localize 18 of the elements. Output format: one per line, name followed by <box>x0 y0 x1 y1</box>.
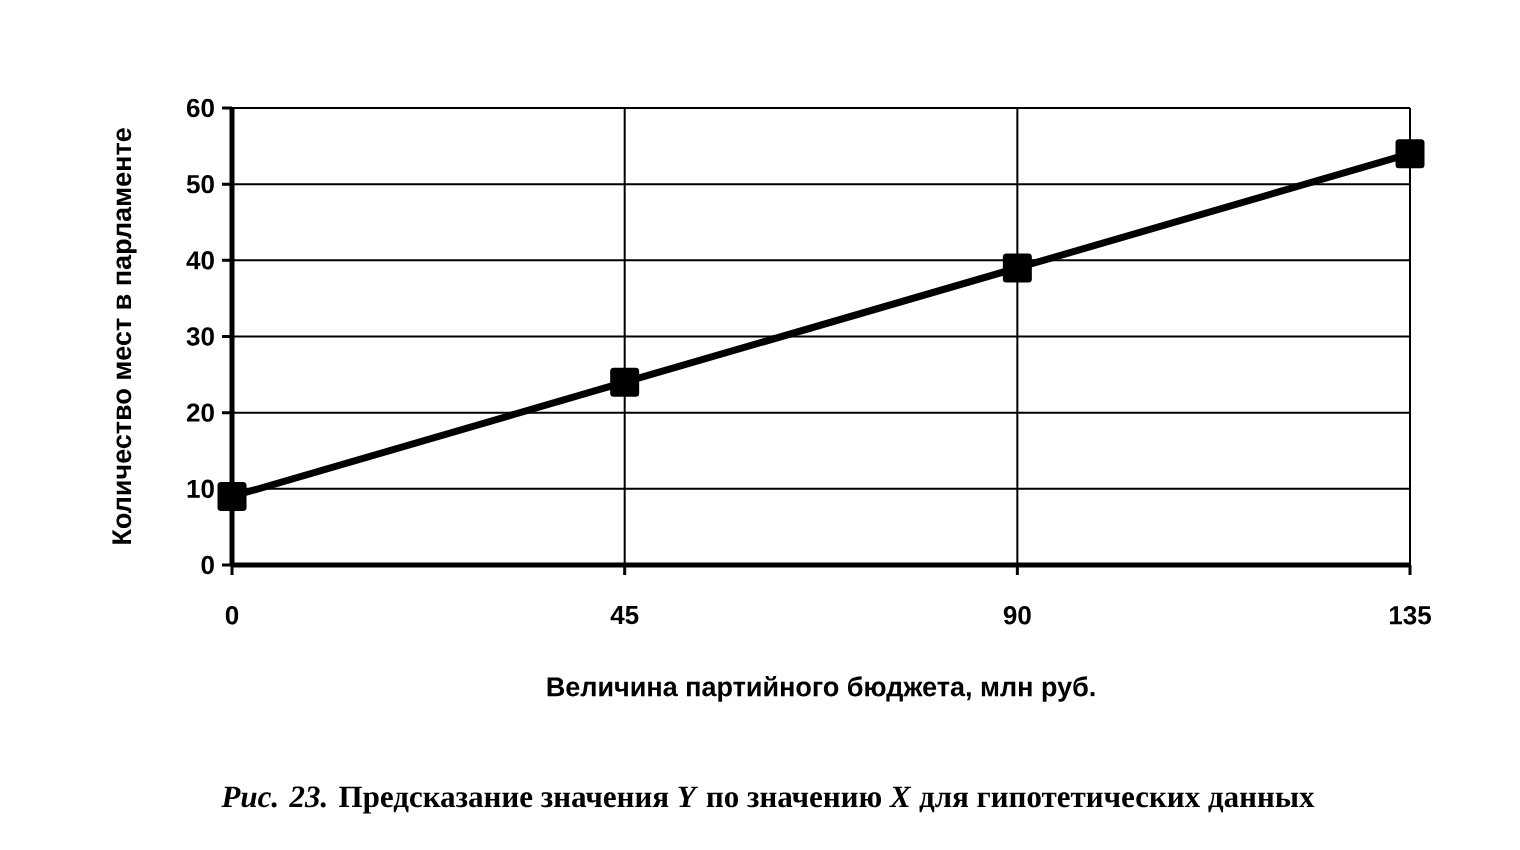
text: Рис. 23. Предсказание значения Y по значению X для гипотетических данных <box>221 786 1315 814</box>
x-tick-label: 45 <box>610 606 639 625</box>
y-axis-title: Количество мест в парламенте <box>112 128 137 544</box>
point <box>610 367 640 397</box>
point <box>1395 139 1425 169</box>
x-tick-label: 0 <box>225 606 239 625</box>
y-tick-label: 0 <box>201 555 214 575</box>
y-tick-label: 30 <box>186 327 214 346</box>
point <box>217 481 247 511</box>
x-tick-label: 90 <box>1003 606 1031 625</box>
y-tick-label: 10 <box>187 479 214 499</box>
point <box>1002 253 1032 283</box>
x-axis-title: Величина партийного бюджета, млн руб. <box>547 676 1095 702</box>
y-tick-label: 40 <box>186 251 214 270</box>
x-tick-label: 135 <box>1389 606 1431 625</box>
y-tick-label: 50 <box>186 174 214 194</box>
y-tick-label: 60 <box>186 98 214 118</box>
y-tick-label: 20 <box>186 403 214 422</box>
